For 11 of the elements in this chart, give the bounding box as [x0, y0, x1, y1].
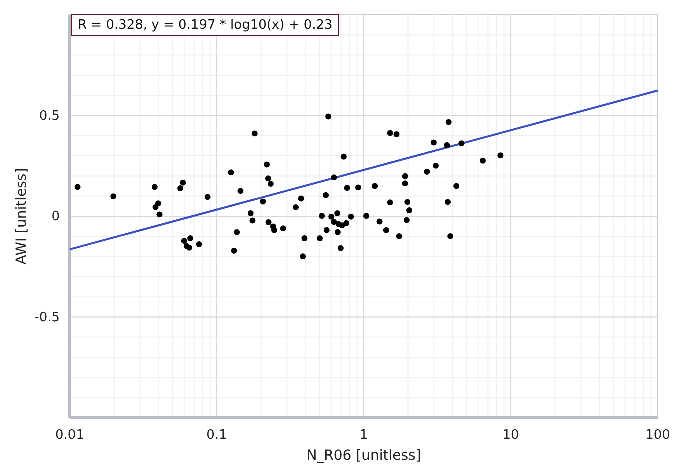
y-tick-label: 0.5 [39, 108, 60, 124]
y-tick-label: -0.5 [34, 310, 60, 326]
x-tick-label: 1 [360, 428, 368, 444]
annotation: R = 0.328, y = 0.197 * log10(x) + 0.23 [78, 18, 333, 33]
x-tick-label: 0.01 [56, 428, 84, 444]
x-tick-label: 0.1 [206, 428, 228, 444]
x-axis-title: N_R06 [unitless] [306, 448, 422, 464]
x-tick-label: 10 [502, 428, 520, 444]
y-axis-title: AWI [unitless] [14, 168, 30, 265]
x-tick-label: 100 [646, 428, 670, 444]
y-tick-label: 0 [52, 210, 60, 225]
